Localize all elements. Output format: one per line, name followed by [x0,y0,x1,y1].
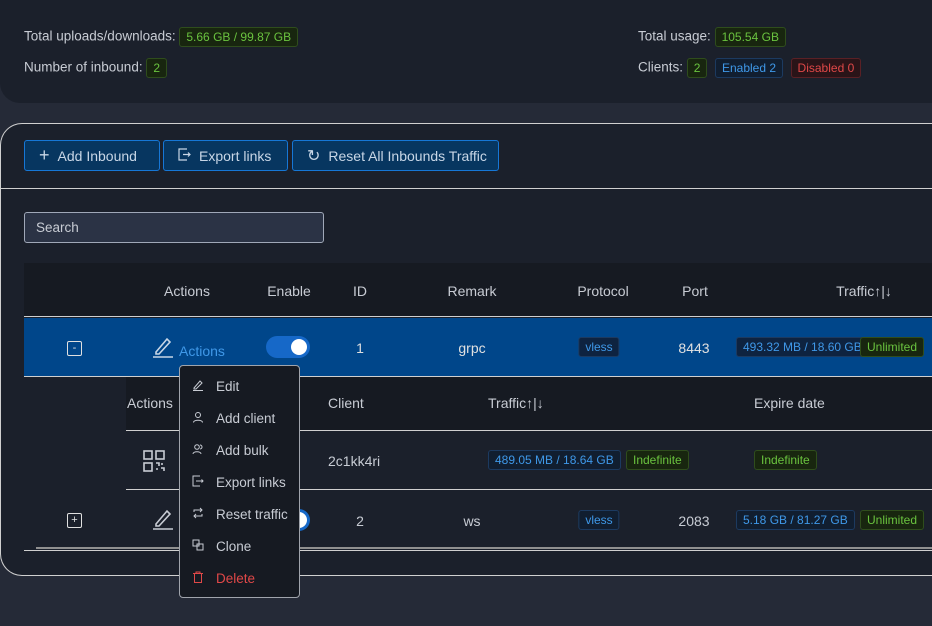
label: Total usage: [638,28,711,44]
label: Add Inbound [57,147,137,164]
limit-tag: Unlimited [860,337,925,357]
header-client: Client [328,395,364,411]
updown-tag: 5.66 GB / 99.87 GB [179,27,299,47]
client-expire-tag: Indefinite [754,450,817,470]
scrollbar[interactable] [36,547,932,549]
export-icon [178,147,191,164]
qrcode-icon[interactable] [143,450,165,475]
protocol-tag: vless [578,337,620,357]
client-name: 2c1kk4ri [328,453,381,469]
menu-item-export-links[interactable]: Export links [180,466,299,498]
total-usage: Total usage: 105.54 GB [638,27,786,47]
reload-icon: ↻ [307,147,321,165]
menu-item-reset-traffic[interactable]: Reset traffic [180,498,299,530]
edit-icon[interactable] [151,507,175,534]
export-links-button[interactable]: Export links [163,140,288,171]
header-traffic[interactable]: Traffic↑|↓ [836,283,892,299]
delete-icon [192,571,204,586]
header-protocol[interactable]: Protocol [577,283,629,299]
id: 2 [356,513,364,529]
stats-card [0,0,932,103]
traffic-tag: 5.18 GB / 81.27 GB [736,510,855,530]
divider [0,188,932,189]
protocol-tag: vless [578,510,620,530]
header-expire[interactable]: Expire date [754,395,825,411]
client-total-tag: Indefinite [626,450,689,470]
traffic-tag: 493.32 MB / 18.60 GB [736,337,869,357]
port: 2083 [678,513,710,529]
menu-item-add-client[interactable]: Add client [180,402,299,434]
clients-tag: 2 [686,58,708,78]
table-row[interactable]: + 2 ws vless 2083 5.18 GB / 81.27 GB Unl… [24,491,932,549]
inbound-count-tag: 2 [146,58,168,78]
add-inbound-button[interactable]: + Add Inbound [24,140,160,171]
label: Add bulk [216,442,269,458]
search-input[interactable] [24,212,324,243]
clients-stats: Clients: 2 Enabled 2 Disabled 0 [638,58,862,78]
actions-link[interactable]: Actions [179,343,225,359]
header-traffic[interactable]: Traffic↑|↓ [488,395,544,411]
client-traffic-tag: 489.05 MB / 18.64 GB [488,450,621,470]
label: Edit [216,378,240,394]
limit-tag: Unlimited [860,510,925,530]
label: Total uploads/downloads: [24,28,176,44]
usage-tag: 105.54 GB [714,27,786,47]
disabled-tag: Disabled 0 [790,58,862,78]
label: Number of inbound: [24,59,143,75]
header-port: Port [682,283,708,299]
header-enable: Enable [267,283,311,299]
menu-item-delete[interactable]: Delete [180,562,299,594]
label: Delete [216,570,256,586]
edit-icon[interactable] [151,335,175,362]
header-actions: Actions [127,395,173,411]
plus-icon: + [39,145,50,165]
header-remark: Remark [447,283,497,299]
edit-icon [192,379,204,394]
table-row[interactable]: - Actions 1 grpc vless 8443 493.32 MB / … [24,318,932,377]
collapse-button[interactable]: - [67,341,82,356]
label: Reset All Inbounds Traffic [328,147,487,164]
copy-icon [192,539,204,554]
enabled-tag: Enabled 2 [714,58,784,78]
actions-dropdown-menu: Edit Add client Add bulk Export links Re… [179,365,300,598]
menu-item-edit[interactable]: Edit [180,370,299,402]
retweet-icon [192,507,204,522]
menu-item-clone[interactable]: Clone [180,530,299,562]
label: Export links [199,147,272,164]
label: Export links [216,474,286,490]
table-header: Actions Enable ID Remark Protocol Port T… [24,263,932,317]
label: Clients: [638,59,684,75]
enable-toggle[interactable] [266,336,310,358]
divider [24,550,932,551]
reset-all-traffic-button[interactable]: ↻ Reset All Inbounds Traffic [292,140,499,171]
export-icon [192,475,204,490]
total-updown: Total uploads/downloads: 5.66 GB / 99.87… [24,27,299,47]
user-icon [192,411,204,426]
header-id: ID [353,283,367,299]
label: Reset traffic [216,506,288,522]
users-icon [192,443,204,458]
remark: ws [463,513,481,529]
menu-item-add-bulk[interactable]: Add bulk [180,434,299,466]
header-actions: Actions [164,283,210,299]
label: Add client [216,410,276,426]
port: 8443 [678,340,710,356]
inbound-count: Number of inbound: 2 [24,58,168,78]
label: Clone [216,538,252,554]
remark: grpc [458,340,486,356]
id: 1 [356,340,364,356]
expand-button[interactable]: + [67,513,82,528]
